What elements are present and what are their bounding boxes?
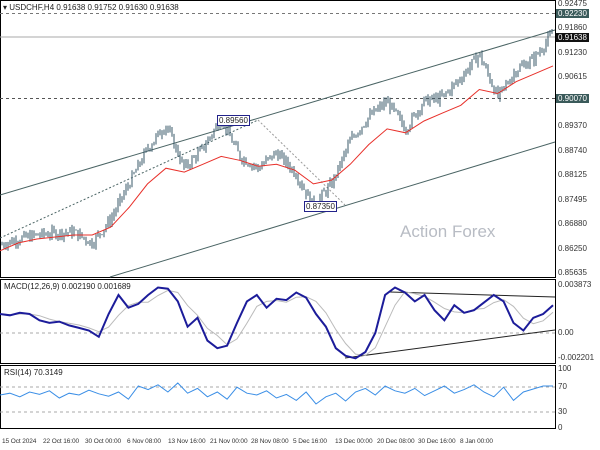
macd-trendline-lower bbox=[344, 329, 556, 359]
rsi-pane bbox=[0, 365, 556, 429]
time-axis-label: 15 Oct 2024 bbox=[2, 438, 37, 445]
rsi-axis-30: 30 bbox=[558, 407, 567, 416]
time-axis-label: 30 Oct 00:00 bbox=[85, 438, 122, 445]
macd-axis-max: 0.003873 bbox=[558, 280, 592, 289]
macd-trendline-upper bbox=[389, 291, 556, 298]
macd-label: MACD(12,26,9) 0.002190 0.001689 bbox=[4, 282, 131, 291]
moving-average-line bbox=[0, 65, 554, 252]
time-axis-label: 20 Dec 08:00 bbox=[377, 438, 415, 445]
channel-mid bbox=[0, 119, 259, 239]
time-axis-label: 13 Dec 00:00 bbox=[335, 438, 373, 445]
time-axis-label: 6 Nov 08:00 bbox=[127, 438, 161, 445]
macd-axis-min: -0.002201 bbox=[558, 353, 595, 362]
support-price-tag: 0.90070 bbox=[556, 94, 589, 103]
price-axis-label: 0.92475 bbox=[558, 0, 587, 8]
time-axis-label: 13 Nov 16:00 bbox=[168, 438, 206, 445]
price-axis-label: 0.91230 bbox=[558, 48, 587, 57]
rsi-label: RSI(14) 70.3149 bbox=[4, 368, 63, 377]
price-axis-label: 0.91860 bbox=[558, 23, 587, 32]
macd-axis-zero: 0.00 bbox=[558, 328, 574, 337]
current-price-tag: 0.91638 bbox=[556, 33, 589, 42]
time-axis-label: 30 Dec 16:00 bbox=[418, 438, 456, 445]
symbol: USDCHF,H4 bbox=[9, 3, 55, 12]
time-axis-label: 5 Dec 16:00 bbox=[293, 438, 327, 445]
high-label: 0.89560 bbox=[217, 115, 250, 126]
swing-line bbox=[257, 119, 346, 206]
rsi-axis-100: 100 bbox=[558, 364, 572, 373]
channel-upper bbox=[0, 29, 556, 196]
rsi-line bbox=[0, 382, 553, 405]
time-axis-label: 21 Nov 00:00 bbox=[210, 438, 248, 445]
time-axis-label: 8 Jan 00:00 bbox=[460, 438, 493, 445]
price-bars bbox=[1, 28, 553, 251]
price-axis-label: 0.88740 bbox=[558, 145, 587, 155]
macd-signal-line bbox=[0, 289, 554, 356]
price-axis-label: 0.89370 bbox=[558, 121, 587, 131]
time-axis-label: 28 Nov 08:00 bbox=[251, 438, 289, 445]
symbol-header: ▾ USDCHF,H4 0.91638 0.91752 0.91630 0.91… bbox=[3, 3, 179, 12]
main-pane bbox=[0, 0, 556, 278]
rsi-axis-0: 0 bbox=[558, 423, 563, 432]
price-axis-label: 0.86880 bbox=[558, 219, 587, 228]
ohlc-values: 0.91638 0.91752 0.91630 0.91638 bbox=[56, 3, 179, 12]
price-axis-label: 0.86250 bbox=[558, 243, 587, 253]
low-label: 0.87350 bbox=[304, 201, 337, 212]
price-axis-label: 0.85635 bbox=[558, 268, 587, 277]
rsi-axis-70: 70 bbox=[558, 382, 567, 391]
resistance-price-tag: 0.92230 bbox=[556, 9, 589, 18]
macd-pane bbox=[0, 279, 556, 364]
price-axis-label: 0.87495 bbox=[558, 194, 587, 204]
macd-main-line bbox=[0, 286, 554, 360]
time-axis-label: 22 Oct 16:00 bbox=[43, 438, 80, 445]
price-axis-label: 0.88125 bbox=[558, 170, 587, 180]
watermark: Action Forex bbox=[400, 222, 496, 241]
price-axis-label: 0.90615 bbox=[558, 72, 587, 82]
